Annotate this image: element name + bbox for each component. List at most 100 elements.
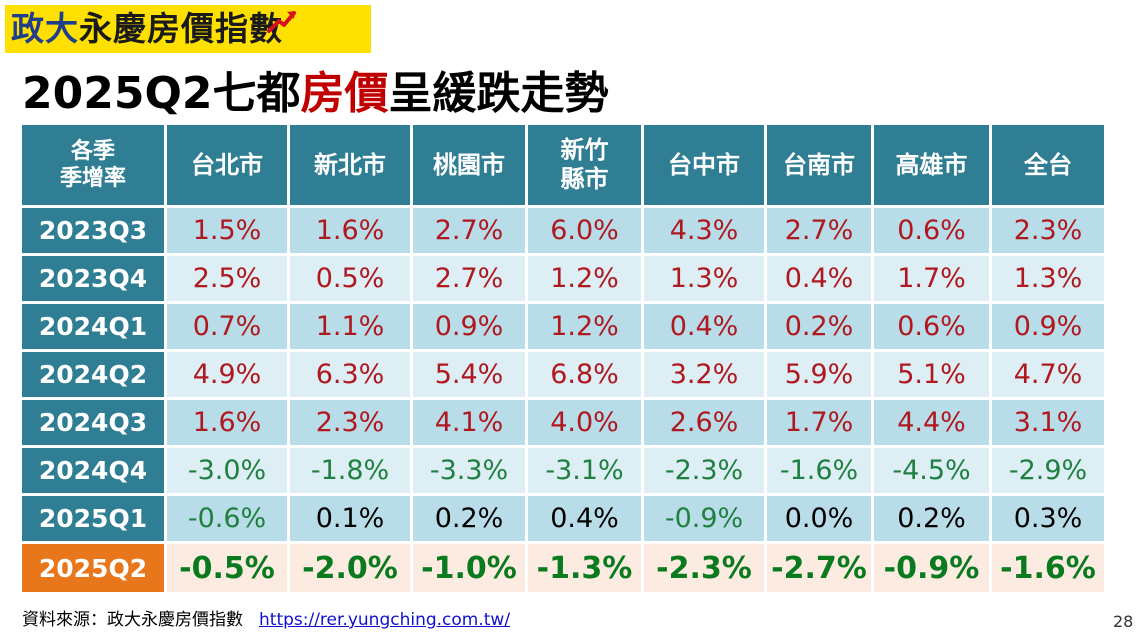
table-cell: 1.3% [992,256,1107,304]
table-cell: 6.0% [528,208,644,256]
table-row: 2024Q2 4.9% 6.3% 5.4% 6.8% 3.2% 5.9% 5.1% 4.7% [22,352,1107,400]
table-cell: 0.4% [644,304,767,352]
table-cell: 0.9% [413,304,528,352]
table-cell: 0.2% [767,304,874,352]
column-header-line1: 台南市 [783,150,855,179]
table-cell: 0.5% [290,256,413,304]
table-cell: 1.3% [644,256,767,304]
table-cell: 1.7% [874,256,992,304]
table-cell: -1.0% [413,544,528,595]
table-cell: -4.5% [874,448,992,496]
table-cell: -3.3% [413,448,528,496]
column-header-line1: 全台 [1024,150,1072,179]
table-cell: 0.4% [528,496,644,544]
table-cell: 1.2% [528,304,644,352]
table-cell: 1.6% [167,400,290,448]
column-header-line1: 新北市 [314,150,386,179]
table-cell: 4.3% [644,208,767,256]
table-cell: -2.7% [767,544,874,595]
corner-header: 各季 季增率 [22,125,167,208]
logo-text: 政大永慶房價指數 [11,7,283,51]
brand-logo: 政大永慶房價指數 [5,5,371,53]
row-quarter-label: 2024Q2 [22,352,167,400]
row-quarter-label: 2024Q4 [22,448,167,496]
column-header: 桃園市 [413,125,528,208]
table-cell: 0.0% [767,496,874,544]
table-cell: 6.8% [528,352,644,400]
table-cell: 5.1% [874,352,992,400]
title-part-3: 呈緩跌走勢 [388,68,609,119]
table-body: 2023Q3 1.5% 1.6% 2.7% 6.0% 4.3% 2.7% 0.6% 2.3% 20… [22,208,1107,595]
table-cell: 1.5% [167,208,290,256]
table-cell: 0.3% [992,496,1107,544]
column-header: 台南市 [767,125,874,208]
table-row-highlight: 2025Q2 -0.5% -2.0% -1.0% -1.3% -2.3% -2.7% -0.9… [22,544,1107,595]
table-row: 2024Q4 -3.0% -1.8% -3.3% -3.1% -2.3% -1.6% -4.5… [22,448,1107,496]
table-cell: 0.2% [874,496,992,544]
rising-arrow-icon [267,11,296,33]
table-cell: 6.3% [290,352,413,400]
column-header: 台北市 [167,125,290,208]
price-change-table: 各季 季增率 台北市 新北市 桃園市 新竹 縣市 台中市 台南市 高雄市 全台 2023Q3 1.5… [22,125,1107,595]
table-cell: -2.0% [290,544,413,595]
table-cell: 5.9% [767,352,874,400]
table-cell: 0.7% [167,304,290,352]
table-row: 2023Q3 1.5% 1.6% 2.7% 6.0% 4.3% 2.7% 0.6% 2.3% [22,208,1107,256]
table-header-row: 各季 季增率 台北市 新北市 桃園市 新竹 縣市 台中市 台南市 高雄市 全台 [22,125,1107,208]
table-cell: 4.9% [167,352,290,400]
table-cell: -2.3% [644,544,767,595]
table-cell: -0.9% [644,496,767,544]
table-cell: 2.3% [290,400,413,448]
table-cell: 4.0% [528,400,644,448]
table-cell: 1.7% [767,400,874,448]
table-cell: 1.6% [290,208,413,256]
table-cell: -0.9% [874,544,992,595]
table-cell: 2.7% [767,208,874,256]
table-cell: 0.9% [992,304,1107,352]
page-number: 28 [1113,612,1134,631]
row-quarter-label: 2024Q1 [22,304,167,352]
table-cell: 2.7% [413,208,528,256]
corner-header-line1: 各季 [70,139,115,164]
corner-header-line2: 季增率 [59,166,126,191]
column-header: 台中市 [644,125,767,208]
table-cell: 2.5% [167,256,290,304]
column-header-line1: 高雄市 [895,150,968,179]
table-cell: 2.6% [644,400,767,448]
table-cell: 3.2% [644,352,767,400]
column-header-line1: 台中市 [668,150,740,179]
logo-text-c: 房價指數 [147,9,283,48]
table-cell: 0.6% [874,304,992,352]
row-quarter-label: 2025Q2 [22,544,167,595]
column-header-line1: 桃園市 [433,150,505,179]
column-header-line2: 縣市 [560,165,609,193]
table-cell: 0.4% [767,256,874,304]
logo-text-a: 政大 [11,9,79,48]
table-cell: 4.1% [413,400,528,448]
table-cell: -1.6% [992,544,1107,595]
table-row: 2025Q1 -0.6% 0.1% 0.2% 0.4% -0.9% 0.0% 0.2% 0.3% [22,496,1107,544]
table-cell: -0.6% [167,496,290,544]
table-cell: -3.0% [167,448,290,496]
table-cell: -1.3% [528,544,644,595]
table-cell: -1.8% [290,448,413,496]
row-quarter-label: 2024Q3 [22,400,167,448]
column-header: 新竹 縣市 [528,125,644,208]
source-note: 資料來源：政大永慶房價指數 https://rer.yungching.com.t… [22,607,510,633]
table-cell: -1.6% [767,448,874,496]
table-cell: -2.3% [644,448,767,496]
table-cell: 0.2% [413,496,528,544]
page-title: 2025Q2七都房價呈緩跌走勢 [22,62,608,126]
table-cell: 1.1% [290,304,413,352]
source-link[interactable]: https://rer.yungching.com.tw/ [259,610,511,630]
table-row: 2024Q1 0.7% 1.1% 0.9% 1.2% 0.4% 0.2% 0.6% 0.9% [22,304,1107,352]
table-cell: -0.5% [167,544,290,595]
table-cell: 2.3% [992,208,1107,256]
table-cell: -3.1% [528,448,644,496]
logo-text-b: 永慶 [79,9,147,48]
title-part-1: 2025Q2七都 [22,68,301,119]
table-cell: 0.1% [290,496,413,544]
table-cell: 0.6% [874,208,992,256]
table-cell: 4.4% [874,400,992,448]
column-header-line1: 新竹 [560,136,609,164]
